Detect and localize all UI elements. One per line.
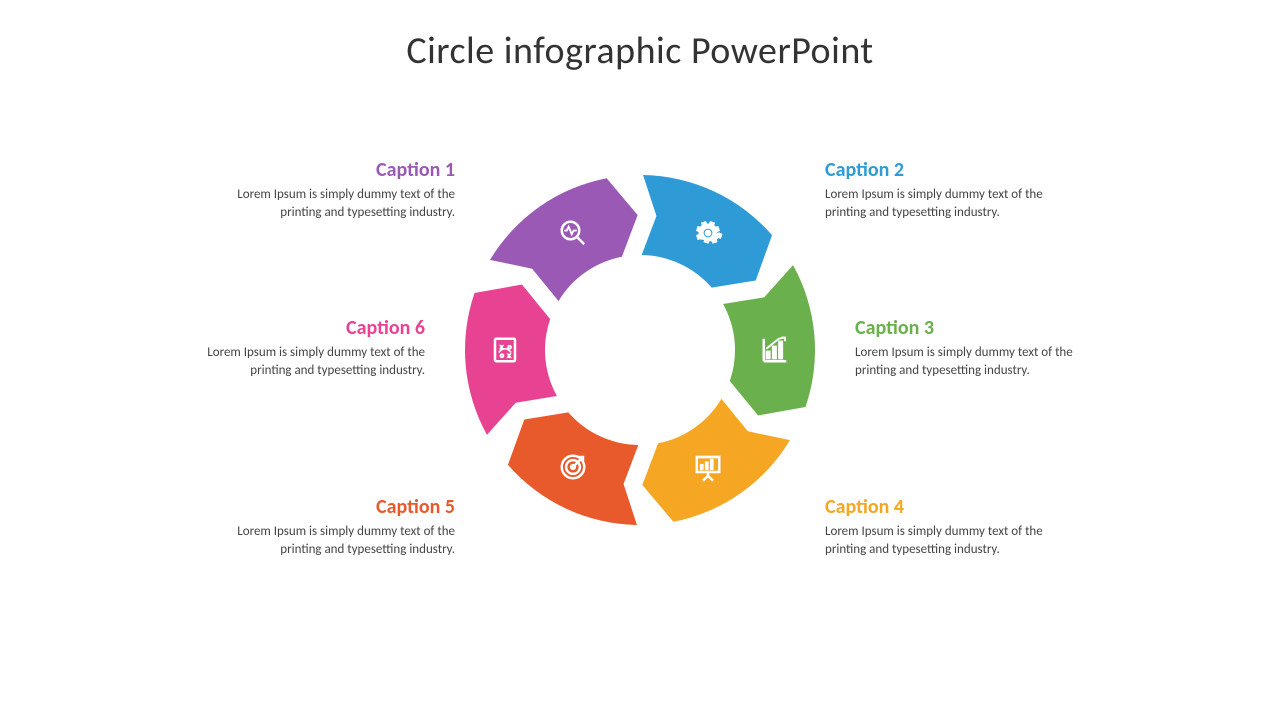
caption-2: Caption 2 Lorem Ipsum is simply dummy tex… <box>825 158 1055 221</box>
target-icon <box>553 447 593 487</box>
caption-1: Caption 1 Lorem Ipsum is simply dummy tex… <box>225 158 455 221</box>
gear-icon <box>688 213 728 253</box>
caption-6: Caption 6 Lorem Ipsum is simply dummy tex… <box>195 316 425 379</box>
caption-3: Caption 3 Lorem Ipsum is simply dummy tex… <box>855 316 1085 379</box>
chart-icon <box>755 330 795 370</box>
caption-body-5: Lorem Ipsum is simply dummy text of the … <box>225 523 455 558</box>
caption-body-1: Lorem Ipsum is simply dummy text of the … <box>225 186 455 221</box>
caption-body-2: Lorem Ipsum is simply dummy text of the … <box>825 186 1055 221</box>
caption-title-5: Caption 5 <box>225 495 455 519</box>
search-pulse-icon <box>553 213 593 253</box>
caption-title-2: Caption 2 <box>825 158 1055 182</box>
playbook-icon: xoox <box>485 330 525 370</box>
caption-title-1: Caption 1 <box>225 158 455 182</box>
caption-title-4: Caption 4 <box>825 495 1055 519</box>
caption-body-6: Lorem Ipsum is simply dummy text of the … <box>195 344 425 379</box>
page-title: Circle infographic PowerPoint <box>0 28 1280 74</box>
svg-text:x: x <box>508 352 512 361</box>
caption-title-6: Caption 6 <box>195 316 425 340</box>
caption-4: Caption 4 Lorem Ipsum is simply dummy tex… <box>825 495 1055 558</box>
circle-infographic: xoox <box>460 170 820 530</box>
presentation-icon <box>688 447 728 487</box>
svg-text:o: o <box>500 352 504 361</box>
caption-body-3: Lorem Ipsum is simply dummy text of the … <box>855 344 1085 379</box>
caption-5: Caption 5 Lorem Ipsum is simply dummy tex… <box>225 495 455 558</box>
caption-body-4: Lorem Ipsum is simply dummy text of the … <box>825 523 1055 558</box>
caption-title-3: Caption 3 <box>855 316 1085 340</box>
